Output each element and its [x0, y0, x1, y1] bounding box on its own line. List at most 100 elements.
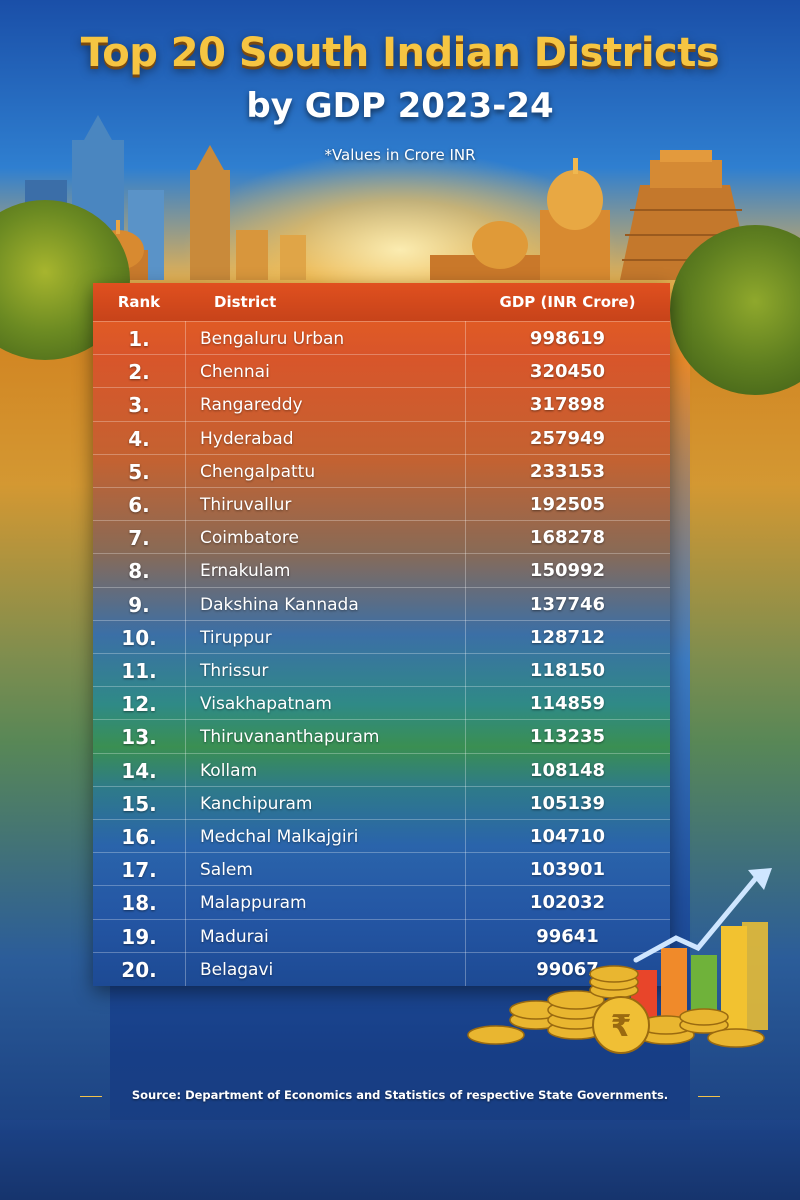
gdp-cell: 114859 [529, 693, 606, 715]
district-cell: Thrissur [200, 661, 269, 681]
rank-cell: 18. [121, 891, 157, 916]
district-cell: Thiruvananthapuram [200, 727, 380, 748]
rank-cell: 12. [121, 692, 157, 717]
district-cell: Madurai [200, 926, 269, 947]
district-cell: Salem [200, 860, 253, 881]
gdp-cell: 104710 [529, 826, 606, 847]
gdp-table: Rank District GDP (INR Crore) 1. Bengalur… [93, 283, 670, 986]
column-divider [465, 321, 466, 986]
table-row: 15. Kanchipuram 105139 [93, 785, 670, 820]
rank-cell: 15. [121, 791, 157, 816]
title-line-1: Top 20 South Indian Districts [80, 30, 720, 76]
right-tree-decor [670, 225, 800, 395]
gdp-cell: 233153 [529, 460, 606, 482]
table-row: 18. Malappuram 102032 [93, 885, 670, 919]
column-header-rank: Rank [117, 293, 161, 311]
svg-text:₹: ₹ [611, 1009, 632, 1044]
gdp-cell: 192505 [529, 494, 606, 515]
district-cell: Tiruppur [200, 627, 272, 648]
divider [80, 1096, 102, 1097]
table-row: 10. Tiruppur 128712 [93, 619, 670, 654]
rank-cell: 9. [128, 592, 150, 617]
rank-cell: 14. [121, 758, 157, 783]
source-note: Source: Department of Economics and Stat… [80, 1086, 720, 1108]
district-cell: Thiruvallur [200, 495, 292, 515]
gdp-cell: 168278 [529, 527, 606, 549]
table-header: Rank District GDP (INR Crore) [93, 283, 670, 321]
rank-cell: 3. [128, 393, 150, 418]
table-row: 12. Visakhapatnam 114859 [93, 686, 670, 720]
rank-cell: 6. [128, 493, 150, 517]
gdp-cell: 128712 [529, 626, 606, 648]
rank-cell: 17. [121, 858, 157, 883]
table-row: 11. Thrissur 118150 [93, 653, 670, 687]
table-row: 17. Salem 103901 [93, 852, 670, 886]
district-cell: Hyderabad [200, 428, 294, 449]
district-cell: Kollam [200, 760, 258, 781]
gdp-cell: 103901 [529, 859, 606, 881]
table-row: 6. Thiruvallur 192505 [93, 487, 670, 521]
table-row: 8. Ernakulam 150992 [93, 553, 670, 587]
gdp-cell: 108148 [529, 759, 606, 781]
table-row: 9. Dakshina Kannada 137746 [93, 586, 670, 621]
district-cell: Bengaluru Urban [200, 329, 345, 349]
district-cell: Kanchipuram [200, 793, 313, 814]
gdp-cell: 257949 [529, 427, 606, 449]
gdp-cell: 320450 [529, 361, 606, 383]
district-cell: Ernakulam [200, 561, 291, 582]
district-cell: Malappuram [200, 893, 307, 914]
column-header-district: District [214, 293, 277, 311]
rank-cell: 20. [121, 957, 157, 982]
rank-cell: 16. [121, 825, 157, 849]
rank-cell: 19. [121, 924, 157, 949]
district-cell: Rangareddy [200, 395, 303, 416]
gdp-cell: 317898 [529, 394, 606, 416]
gdp-cell: 113235 [529, 726, 606, 748]
column-divider [185, 321, 186, 986]
table-row: 16. Medchal Malkajgiri 104710 [93, 819, 670, 853]
gdp-cell: 118150 [529, 660, 606, 681]
table-row: 4. Hyderabad 257949 [93, 420, 670, 455]
divider [698, 1096, 720, 1097]
table-row: 14. Kollam 108148 [93, 752, 670, 787]
rank-cell: 2. [128, 360, 150, 385]
gdp-cell: 99067 [536, 958, 599, 980]
table-row: 13. Thiruvananthapuram 113235 [93, 719, 670, 753]
rank-cell: 13. [121, 725, 157, 750]
district-cell: Chennai [200, 362, 270, 383]
column-header-gdp: GDP (INR Crore) [499, 293, 636, 311]
district-cell: Dakshina Kannada [200, 594, 359, 615]
subtitle: *Values in Crore INR [324, 146, 476, 164]
gdp-cell: 105139 [529, 792, 606, 814]
rank-cell: 7. [128, 526, 150, 551]
gdp-cell: 998619 [529, 328, 606, 349]
rupee-coins-icon: ₹ [467, 868, 772, 1054]
gdp-cell: 137746 [529, 593, 606, 615]
rank-cell: 1. [128, 327, 150, 351]
table-row: 2. Chennai 320450 [93, 354, 670, 388]
table-row: 1. Bengaluru Urban 998619 [93, 321, 670, 355]
district-cell: Coimbatore [200, 528, 299, 549]
rank-cell: 10. [121, 625, 157, 650]
title-line-2: by GDP 2023-24 [246, 86, 554, 126]
gdp-cell: 150992 [529, 560, 606, 582]
bottom-water-decor [0, 1120, 800, 1200]
source-text: Source: Department of Economics and Stat… [131, 1088, 669, 1102]
table-row: 3. Rangareddy 317898 [93, 387, 670, 421]
trend-arrow-icon [633, 875, 759, 963]
table-row: 5. Chengalpattu 233153 [93, 453, 670, 488]
rank-cell: 11. [121, 659, 157, 683]
rank-cell: 8. [128, 559, 150, 584]
table-row: 19. Madurai 99641 [93, 918, 670, 953]
table-row: 20. Belagavi 99067 [93, 951, 670, 986]
gdp-cell: 99641 [536, 925, 599, 947]
rank-cell: 5. [128, 459, 150, 484]
district-cell: Chengalpattu [200, 461, 316, 482]
left-waterfall-decor [0, 270, 110, 1130]
rank-cell: 4. [128, 426, 150, 451]
district-cell: Belagavi [200, 959, 274, 980]
district-cell: Medchal Malkajgiri [200, 827, 359, 847]
table-row: 7. Coimbatore 168278 [93, 520, 670, 554]
gdp-cell: 102032 [529, 892, 606, 914]
district-cell: Visakhapatnam [200, 694, 332, 715]
